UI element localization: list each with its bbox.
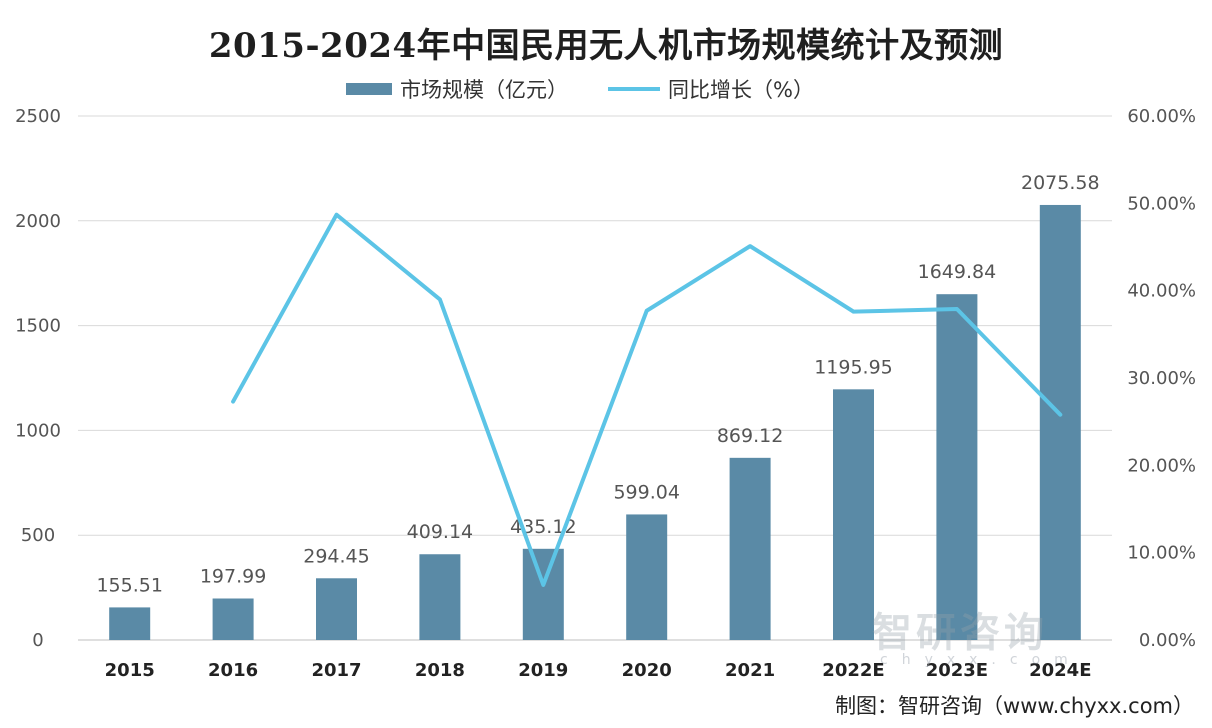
y-left-tick-label: 2000 [15,211,61,232]
legend-swatch-bar [346,83,392,95]
y-right-tick-label: 60.00% [1127,106,1196,127]
source-note: 制图：智研咨询（www.chyxx.com） [835,694,1194,718]
legend-item-bar: 市场规模（亿元） [346,74,568,104]
bar [316,578,357,640]
y-right-tick-label: 0.00% [1139,630,1196,651]
watermark-logo: 智研咨询 [872,610,1048,656]
legend-swatch-line [608,87,660,91]
x-tick-label: 2015 [105,660,155,681]
x-tick-label: 2020 [622,660,672,681]
x-tick-label: 2019 [518,660,568,681]
data-label: 197.99 [200,566,266,588]
x-tick-label: 2017 [311,660,361,681]
x-tick-label: 2021 [725,660,775,681]
y-left-tick-label: 2500 [15,106,61,127]
bar [109,607,151,640]
data-label: 2075.58 [1021,172,1100,194]
data-label: 435.12 [510,516,576,538]
x-tick-label: 2024E [1029,660,1091,681]
data-label: 1649.84 [918,261,997,283]
data-label: 869.12 [717,425,783,447]
bar [212,598,254,640]
legend-item-line: 同比增长（%） [608,74,814,104]
y-left-tick-label: 0 [32,630,43,651]
x-tick-label: 2018 [415,660,465,681]
x-tick-label: 2016 [208,660,258,681]
watermark-subtext: chyxx.com [880,652,1082,668]
y-left-tick-label: 1000 [15,420,61,441]
x-tick-label: 2023E [926,660,988,681]
bar [419,554,461,640]
bar [522,548,564,640]
bar [936,294,978,640]
y-left-tick-label: 500 [21,525,55,546]
y-right-tick-label: 40.00% [1127,281,1196,302]
data-label: 294.45 [303,545,369,567]
chart-title: 2015-2024年中国民用无人机市场规模统计及预测 [208,26,1004,66]
data-label: 155.51 [96,574,162,596]
y-left-tick-label: 1500 [15,316,61,337]
y-right-tick-label: 10.00% [1127,543,1196,564]
y-right-tick-label: 30.00% [1127,368,1196,389]
data-label: 599.04 [613,481,679,503]
y-right-tick-label: 20.00% [1127,455,1196,476]
y-right-tick-label: 50.00% [1127,193,1196,214]
data-label: 409.14 [407,521,473,543]
legend-label-line: 同比增长（%） [668,78,814,102]
legend-label-bar: 市场规模（亿元） [400,78,568,102]
x-tick-label: 2022E [822,660,884,681]
bar [1039,204,1081,640]
bar [729,457,771,640]
legend: 市场规模（亿元） 同比增长（%） [346,74,854,104]
bar [626,514,668,640]
bar [833,389,874,640]
growth-line [231,212,1063,587]
data-label: 1195.95 [814,356,893,378]
